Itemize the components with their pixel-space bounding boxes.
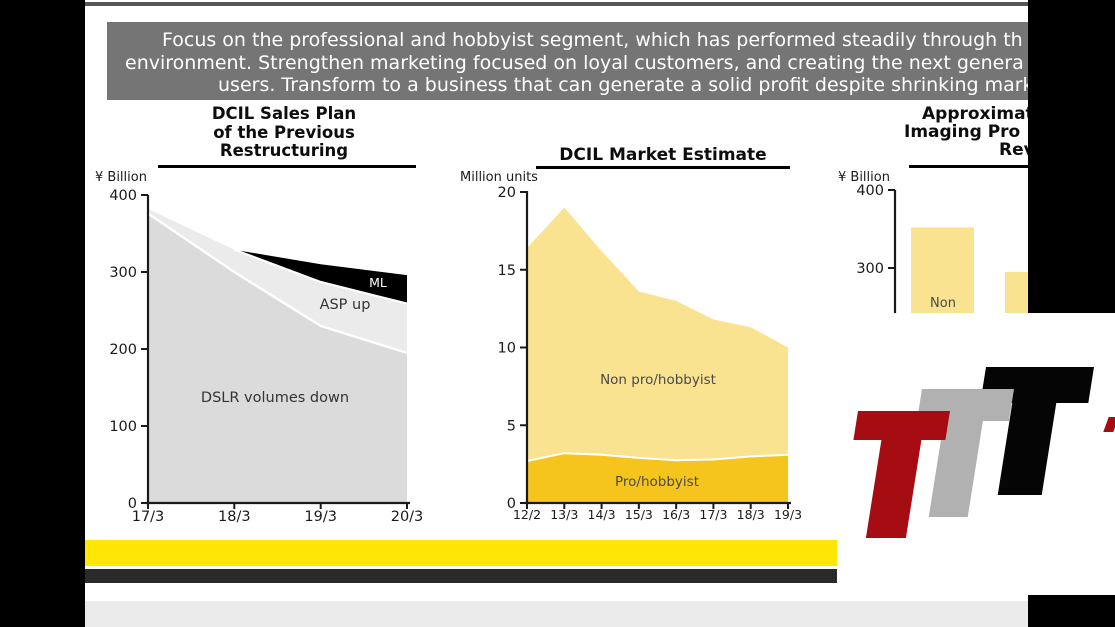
- letterbox-pillar-left: [0, 0, 85, 627]
- y-tick-label: 100: [109, 419, 137, 435]
- chart2-boundary-pro: [526, 452, 789, 462]
- slide-top-rule: [85, 2, 1028, 6]
- y-tick-label: 10: [498, 341, 516, 357]
- banner-line-3: users. Transform to a business that can …: [218, 74, 1032, 96]
- x-tick-label: 19/3: [304, 509, 337, 525]
- y-tick-label: 300: [856, 261, 884, 277]
- chart1-asp-area-label: ASP up: [319, 297, 371, 313]
- statement-banner: Focus on the professional and hobbyist s…: [107, 22, 1032, 100]
- chart1-title-underline: [158, 165, 416, 168]
- chart3-title-line3: Rev: [999, 140, 1035, 160]
- y-tick-label: 20: [498, 185, 516, 201]
- x-tick-label: 15/3: [625, 507, 653, 522]
- x-tick-label: 14/3: [588, 507, 616, 522]
- chart2-area-pro: [527, 453, 788, 503]
- chart3-title-line2: Imaging Pro: [904, 122, 1021, 142]
- dark-divider-bar: [85, 569, 1028, 583]
- x-tick-label: 18/3: [737, 507, 765, 522]
- chart1-dslr-area-label: DSLR volumes down: [200, 390, 350, 406]
- y-tick-label: 5: [507, 418, 516, 434]
- chart2-title: DCIL Market Estimate: [559, 145, 767, 165]
- chart2-area-nonpro: [527, 207, 788, 461]
- chart1-title: DCIL Sales Plan of the Previous Restruct…: [174, 104, 394, 161]
- bottom-gray-strip: [85, 601, 1028, 627]
- t-red-stem: [865, 427, 924, 538]
- y-tick-label: 0: [128, 496, 137, 512]
- y-tick-label: 400: [109, 188, 137, 204]
- y-tick-label: 200: [109, 342, 137, 358]
- corner-black-box: [1028, 595, 1115, 627]
- y-tick-label: 400: [856, 183, 884, 199]
- banner-line-1: Focus on the professional and hobbyist s…: [162, 29, 1023, 51]
- chart3-unit-label: ¥ Billion: [838, 170, 890, 185]
- chart3-bar: [911, 227, 974, 322]
- chart2-unit-label: Million units: [460, 170, 538, 185]
- x-tick-label: 17/3: [699, 507, 727, 522]
- chart1-area-dslr: [148, 213, 407, 503]
- banner-line-2: environment. Strengthen marketing focuse…: [125, 51, 1024, 74]
- chart3-bar-label-non: Non: [930, 296, 956, 311]
- x-tick-label: 20/3: [391, 509, 424, 525]
- x-tick-label: 12/2: [513, 507, 541, 522]
- chart1-boundary-dslr: [147, 212, 408, 355]
- chart2-title-underline: [536, 166, 790, 169]
- y-tick-label: 0: [507, 496, 516, 512]
- chart2-pro-area-label: Pro/hobbyist: [615, 474, 699, 490]
- chart1-title-line2: of the Previous: [213, 122, 355, 142]
- chart1-unit-label: ¥ Billion: [95, 170, 147, 185]
- y-tick-label: 15: [498, 263, 516, 279]
- chart1-area-asp: [148, 208, 407, 353]
- x-tick-label: 19/3: [774, 507, 802, 522]
- chart1-title-line1: DCIL Sales Plan: [211, 104, 357, 123]
- chart1-title-line3: Restructuring: [219, 141, 349, 160]
- chart1-boundary-asp: [233, 248, 408, 305]
- chart3-title-line1: Approximat: [922, 104, 1034, 124]
- y-tick-label: 300: [109, 265, 137, 281]
- chart1-ml-area-label: ML: [369, 275, 387, 290]
- chart2-nonpro-area-label: Non pro/hobbyist: [600, 372, 716, 388]
- chart1-area-ml: [234, 249, 407, 304]
- x-tick-label: 16/3: [662, 507, 690, 522]
- x-tick-label: 13/3: [550, 507, 578, 522]
- chart3-title-underline: [909, 165, 1044, 168]
- x-tick-label: 18/3: [218, 509, 251, 525]
- x-tick-label: 17/3: [132, 509, 165, 525]
